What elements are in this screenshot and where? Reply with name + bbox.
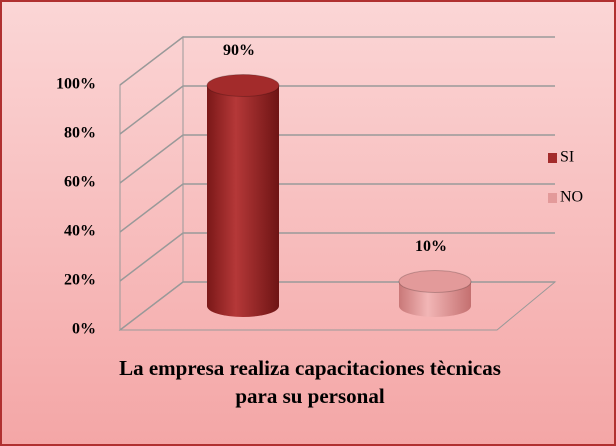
bar-top (398, 270, 472, 293)
legend-label: NO (560, 189, 583, 206)
y-tick-label: 80% (64, 125, 96, 142)
legend-swatch (548, 153, 557, 163)
grid-line (119, 85, 555, 135)
y-tick-label: 100% (56, 76, 96, 93)
grid-line (119, 232, 555, 282)
y-tick-label: 40% (64, 223, 96, 240)
data-label: 10% (415, 238, 447, 255)
chart-title: La empresa realiza capacitaciones tècnic… (119, 356, 501, 408)
legend-label: SI (560, 149, 574, 166)
legend-swatch (548, 193, 557, 203)
grid-line (119, 183, 555, 233)
grid-line (119, 36, 555, 86)
y-tick-label: 60% (64, 174, 96, 191)
data-label: 90% (223, 42, 255, 59)
y-tick-label: 20% (64, 272, 96, 289)
y-tick-label: 0% (72, 321, 96, 338)
bar (207, 85, 279, 306)
grid-line (119, 134, 555, 184)
bar-top (206, 74, 280, 97)
